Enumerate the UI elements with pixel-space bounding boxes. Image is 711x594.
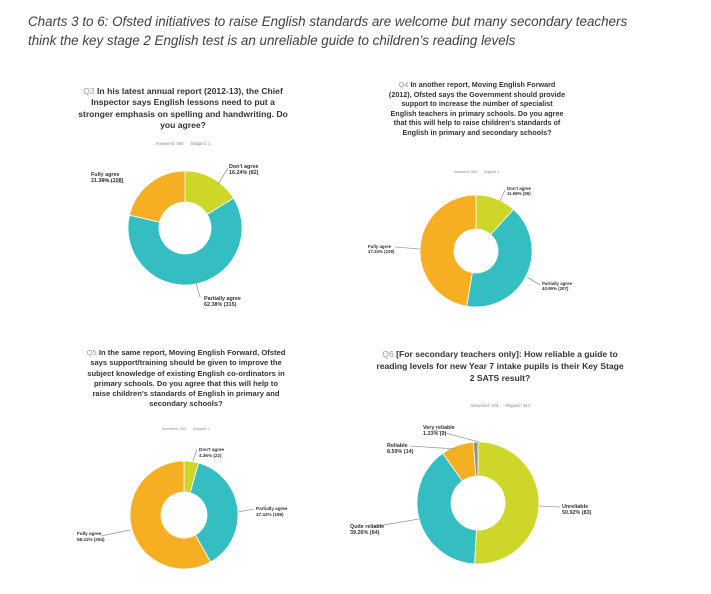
donut-segment-partially-agree — [466, 208, 533, 308]
chart-q5-title: Q5 In the same report, Moving English Fo… — [86, 348, 286, 410]
leader-line — [409, 445, 457, 450]
chart-q6-number: Q6 — [382, 349, 394, 359]
donut-segment-quite-reliable — [416, 452, 477, 565]
leader-line — [98, 179, 125, 184]
leader-line — [195, 282, 201, 298]
donut-segment-very-reliable — [472, 441, 479, 477]
chart-q5-meta: Answered: 505 Skipped: 1 — [86, 427, 286, 431]
donut-segment-fully-agree — [129, 460, 212, 570]
chart-q3-answered: Answered: 505 — [155, 141, 184, 146]
leader-line — [538, 505, 561, 508]
chart-q4-label-partial: Partially agree 40.99% (207) — [542, 281, 573, 292]
chart-q5-question: In the same report, Moving English Forwa… — [87, 348, 286, 409]
leader-line — [526, 276, 541, 286]
donut-segment-fully-agree — [419, 194, 477, 307]
leader-line — [100, 529, 131, 537]
chart-q4-meta: Answered: 505 Skipped: 1 — [388, 170, 566, 174]
chart-q3-skipped: Skipped: 1 — [190, 141, 211, 146]
page-title-line-1: Charts 3 to 6: Ofsted initiatives to rai… — [28, 14, 628, 29]
chart-q5-label-partial: Partially agree 37.43% (189) — [256, 506, 288, 517]
chart-q6-question: [For secondary teachers only]: How relia… — [376, 349, 624, 383]
chart-q4-skipped: Skipped: 1 — [483, 170, 500, 174]
chart-q3-meta: Answered: 505 Skipped: 1 — [78, 141, 288, 146]
chart-q4-label-fully: Fully agree 47.33% (239) — [368, 244, 395, 255]
chart-q3-title: Q3 In his latest annual report (2012-13)… — [78, 86, 288, 132]
leader-line — [499, 189, 506, 202]
leader-line — [433, 429, 480, 443]
chart-q3-label-partial: Partially agree 62.38% (315) — [204, 296, 241, 309]
chart-q3-label-fully: Fully agree 21.39% (108) — [91, 172, 124, 185]
leader-line — [394, 246, 421, 250]
chart-q5-answered: Answered: 505 — [162, 427, 186, 431]
page-title: Charts 3 to 6: Ofsted initiatives to rai… — [28, 12, 698, 50]
leader-line — [237, 508, 255, 513]
chart-q3-question: In his latest annual report (2012-13), t… — [78, 86, 288, 131]
leader-line — [217, 167, 229, 185]
page-title-line-2: think the key stage 2 English test is an… — [28, 33, 516, 48]
donut-segment-partially-agree — [127, 197, 243, 286]
chart-q4-number: Q4 — [398, 80, 409, 89]
chart-q6-label-very-reliable: Very reliable 1.23% (2) — [423, 425, 455, 438]
donut-segment-partially-agree — [189, 462, 239, 563]
chart-q6-skipped: Skipped: 343 — [505, 403, 530, 408]
donut-segment-unreliable — [474, 441, 540, 565]
donut-segment-fully-agree — [128, 170, 186, 223]
chart-q6-label-quite-reliable: Quite reliable 39.26% (64) — [350, 524, 385, 537]
chart-q3-number: Q3 — [83, 86, 95, 96]
chart-q4-question: In another report, Moving English Forwar… — [388, 80, 566, 137]
chart-q6-label-reliable: Reliable 8.59% (14) — [387, 443, 414, 456]
chart-q6-title: Q6 [For secondary teachers only]: How re… — [375, 349, 625, 384]
chart-q6-meta: Answered: 163 Skipped: 343 — [375, 403, 625, 408]
leader-line — [371, 518, 420, 528]
chart-q5-number: Q5 — [86, 348, 97, 357]
chart-q5-label-fully: Fully agree 58.22% (294) — [77, 531, 105, 542]
chart-q4-label-dont: Don't agree 11.68% (59) — [507, 186, 531, 197]
chart-q3-label-dont: Don't agree 16.24% (82) — [229, 164, 259, 177]
chart-q6-answered: Answered: 163 — [470, 403, 499, 408]
chart-q5-skipped: Skipped: 1 — [193, 427, 210, 431]
chart-q4-title: Q4 In another report, Moving English For… — [388, 80, 566, 137]
leader-line — [192, 448, 198, 462]
chart-q4-answered: Answered: 505 — [454, 170, 477, 174]
chart-q5-label-dont: Don't agree 4.36% (22) — [199, 447, 225, 458]
chart-q6-label-unreliable: Unreliable 50.92% (83) — [562, 504, 592, 517]
